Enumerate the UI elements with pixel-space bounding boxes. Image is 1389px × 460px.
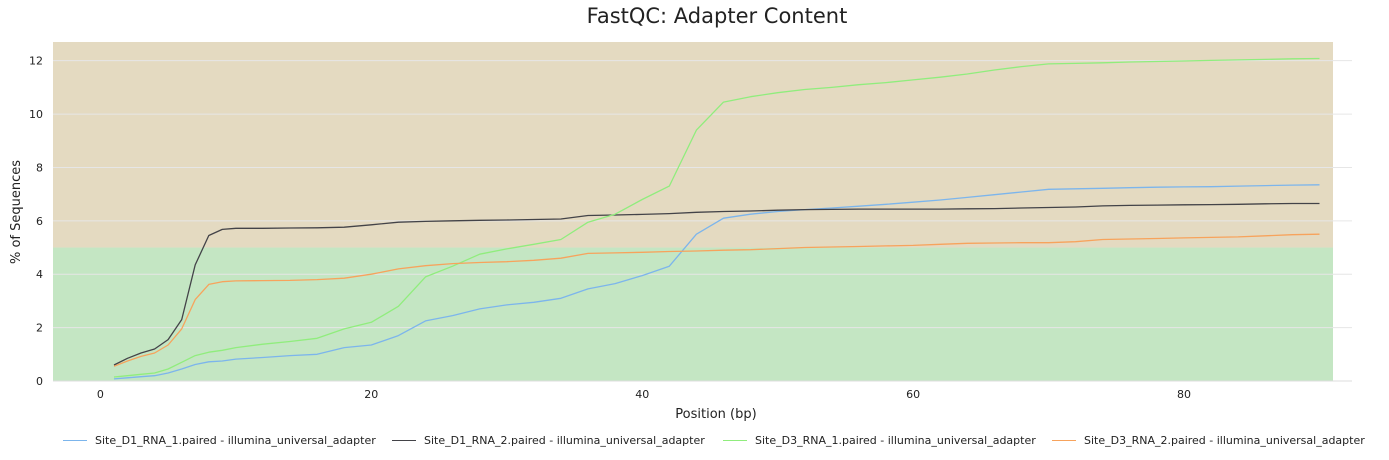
x-tick-label: 0 [97,388,104,401]
y-tick-label: 12 [29,55,43,68]
x-tick-label: 20 [364,388,378,401]
legend-item-1[interactable]: Site_D1_RNA_1.paired - illumina_universa… [63,430,376,450]
legend: Site_D1_RNA_1.paired - illumina_universa… [0,430,1389,450]
y-axis-label: % of Sequences [9,160,24,264]
series-line-3 [113,57,1320,378]
legend-label: Site_D1_RNA_2.paired - illumina_universa… [424,433,705,447]
legend-label: Site_D3_RNA_1.paired - illumina_universa… [755,433,1036,447]
grid-lines [53,60,1352,382]
legend-swatch [723,439,747,441]
x-axis-label: Position (bp) [675,407,756,422]
legend-label: Site_D1_RNA_1.paired - illumina_universa… [95,433,376,447]
threshold-bands [53,42,1333,381]
series-line-2 [113,202,1320,366]
series-line-4 [113,233,1320,367]
x-tick-label: 60 [906,388,920,401]
x-axis-ticks: 0 20 40 60 80 [97,388,1191,401]
band-1 [53,42,1333,248]
y-tick-label: 0 [36,375,43,388]
y-tick-label: 8 [36,161,43,174]
y-tick-label: 2 [36,322,43,335]
legend-swatch [1052,439,1076,441]
series-lines [113,57,1320,380]
legend-label: Site_D3_RNA_2.paired - illumina_universa… [1084,433,1365,447]
chart-title: FastQC: Adapter Content [586,4,848,28]
y-tick-label: 10 [29,108,43,121]
legend-item-2[interactable]: Site_D1_RNA_2.paired - illumina_universa… [392,430,705,450]
x-tick-label: 80 [1177,388,1191,401]
band-0 [53,247,1333,381]
legend-swatch [63,439,87,441]
adapter-content-plot: 0 2 4 6 8 10 12 0 20 40 60 80 Position (bp) % of S… [9,42,1352,422]
y-tick-label: 4 [36,268,43,281]
legend-item-3[interactable]: Site_D3_RNA_1.paired - illumina_universa… [723,430,1036,450]
legend-swatch [392,439,416,441]
y-tick-label: 6 [36,215,43,228]
y-axis-ticks: 0 2 4 6 8 10 12 [29,55,43,388]
series-line-1 [113,184,1320,380]
legend-item-4[interactable]: Site_D3_RNA_2.paired - illumina_universa… [1052,430,1365,450]
x-tick-label: 40 [635,388,649,401]
